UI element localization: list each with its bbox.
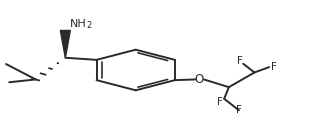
Text: 2: 2 bbox=[86, 21, 92, 30]
Polygon shape bbox=[60, 31, 70, 58]
Text: NH: NH bbox=[70, 19, 87, 29]
Text: O: O bbox=[195, 73, 204, 86]
Text: F: F bbox=[271, 62, 277, 72]
Text: F: F bbox=[236, 105, 242, 115]
Text: F: F bbox=[217, 97, 223, 107]
Text: F: F bbox=[236, 56, 242, 66]
